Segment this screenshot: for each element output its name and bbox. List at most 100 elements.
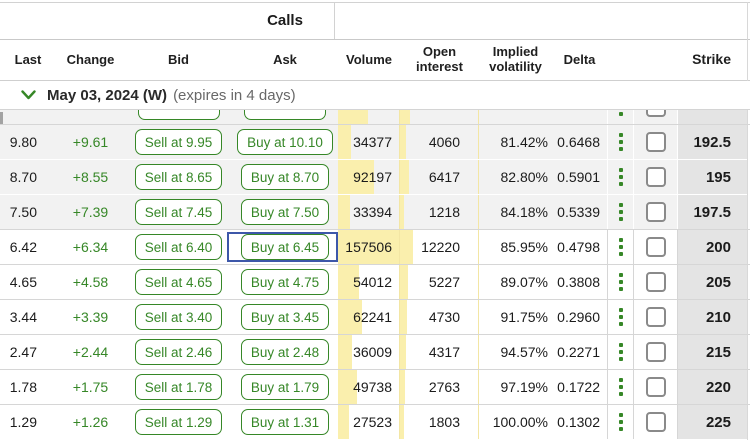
- strike-value: 200: [677, 230, 747, 264]
- row-checkbox[interactable]: [645, 132, 666, 152]
- change-value: +6.34: [72, 239, 109, 255]
- change-value: [56, 110, 125, 124]
- delta-value: 0.1302: [557, 414, 600, 430]
- kebab-menu-icon[interactable]: [618, 308, 623, 326]
- volume-value: 157506: [345, 239, 392, 255]
- row-menu-button[interactable]: [607, 110, 633, 124]
- ask-cell: [232, 110, 338, 124]
- row-menu-button[interactable]: [607, 195, 633, 229]
- sell-button[interactable]: Sell at 2.46: [134, 339, 223, 365]
- buy-button[interactable]: Buy at 8.70: [240, 164, 330, 190]
- row-menu-button[interactable]: [607, 370, 633, 404]
- row-checkbox[interactable]: [645, 202, 666, 222]
- open-interest-cell: 5227: [400, 265, 479, 299]
- volume-cell: 92197: [338, 160, 400, 194]
- row-menu-button[interactable]: [607, 160, 633, 194]
- row-checkbox[interactable]: [645, 307, 666, 327]
- volume-cell: 157506: [338, 230, 400, 264]
- checkbox-cell: [633, 405, 677, 439]
- bid-cell: Sell at 9.95: [125, 125, 232, 159]
- buy-button[interactable]: Buy at 6.45: [240, 234, 330, 260]
- sell-button[interactable]: Sell at 4.65: [134, 269, 223, 295]
- option-row: 4.65 +4.58 Sell at 4.65 Buy at 4.75 5401…: [0, 264, 750, 299]
- expiration-date-label: May 03, 2024 (W): [47, 86, 168, 104]
- column-header-implied-volatility: Implied volatility: [489, 44, 542, 74]
- kebab-menu-icon[interactable]: [618, 203, 623, 221]
- scrollbar-thumb[interactable]: [0, 112, 3, 124]
- row-checkbox[interactable]: [645, 272, 666, 292]
- sell-button[interactable]: [137, 110, 220, 120]
- bid-cell: [125, 110, 232, 124]
- option-row: 2.47 +2.44 Sell at 2.46 Buy at 2.48 3600…: [0, 334, 750, 369]
- open-interest-cell: 1218: [400, 195, 479, 229]
- ask-cell: Buy at 7.50: [232, 195, 338, 229]
- option-row: 7.50 +7.39 Sell at 7.45 Buy at 7.50 3339…: [0, 194, 750, 229]
- row-menu-button[interactable]: [607, 405, 633, 439]
- ask-cell: Buy at 3.45: [232, 300, 338, 334]
- buy-button[interactable]: Buy at 1.79: [240, 374, 330, 400]
- ask-cell: Buy at 1.31: [232, 405, 338, 439]
- strike-value: 220: [677, 370, 747, 404]
- open-interest-value: 4317: [428, 344, 460, 360]
- bid-cell: Sell at 1.78: [125, 370, 232, 404]
- kebab-menu-icon[interactable]: [618, 168, 623, 186]
- strike-value: 192.5: [677, 125, 747, 159]
- row-checkbox[interactable]: [645, 412, 666, 432]
- row-checkbox[interactable]: [645, 110, 666, 117]
- kebab-menu-icon[interactable]: [618, 238, 623, 256]
- strike-value: 205: [677, 265, 747, 299]
- row-menu-button[interactable]: [607, 230, 633, 264]
- checkbox-cell: [633, 110, 677, 124]
- buy-button[interactable]: Buy at 3.45: [240, 304, 330, 330]
- sell-button[interactable]: Sell at 8.65: [134, 164, 223, 190]
- open-interest-bar: [400, 265, 408, 299]
- sell-button[interactable]: Sell at 1.78: [134, 374, 223, 400]
- sell-button[interactable]: Sell at 7.45: [134, 199, 223, 225]
- kebab-menu-icon[interactable]: [618, 273, 623, 291]
- column-header-delta: Delta: [563, 51, 596, 67]
- kebab-menu-icon[interactable]: [618, 343, 623, 361]
- change-value: +7.39: [72, 204, 109, 220]
- checkbox-cell: [633, 195, 677, 229]
- chevron-down-icon[interactable]: [21, 90, 36, 100]
- bid-cell: Sell at 2.46: [125, 335, 232, 369]
- column-header-row: Last Change Bid Ask Volume Open interest…: [0, 40, 750, 81]
- kebab-menu-icon[interactable]: [618, 133, 623, 151]
- buy-button[interactable]: Buy at 4.75: [240, 269, 330, 295]
- option-row: 1.78 +1.75 Sell at 1.78 Buy at 1.79 4973…: [0, 369, 750, 404]
- sell-button[interactable]: Sell at 1.29: [134, 409, 223, 435]
- row-checkbox[interactable]: [645, 342, 666, 362]
- open-interest-cell: [400, 110, 479, 124]
- open-interest-bar: [400, 110, 410, 124]
- row-menu-button[interactable]: [607, 335, 633, 369]
- row-menu-button[interactable]: [607, 125, 633, 159]
- delta-value: [552, 110, 607, 124]
- delta-value: 0.1722: [557, 379, 600, 395]
- sell-button[interactable]: Sell at 3.40: [134, 304, 223, 330]
- sell-button[interactable]: Sell at 6.40: [134, 234, 223, 260]
- volume-value: 49738: [353, 379, 392, 395]
- kebab-menu-icon[interactable]: [618, 413, 623, 431]
- change-value: +1.75: [72, 379, 109, 395]
- buy-button[interactable]: Buy at 2.48: [240, 339, 330, 365]
- volume-cell: [338, 110, 400, 124]
- column-header-volume: Volume: [346, 51, 392, 67]
- buy-button[interactable]: Buy at 10.10: [237, 129, 333, 155]
- row-menu-button[interactable]: [607, 300, 633, 334]
- volume-bar: [338, 230, 399, 264]
- row-checkbox[interactable]: [645, 377, 666, 397]
- buy-button[interactable]: Buy at 1.31: [240, 409, 330, 435]
- row-menu-button[interactable]: [607, 265, 633, 299]
- open-interest-bar: [400, 230, 413, 264]
- expiration-group-row[interactable]: May 03, 2024 (W) (expires in 4 days): [0, 81, 750, 110]
- volume-bar: [338, 110, 368, 124]
- sell-button[interactable]: Sell at 9.95: [134, 129, 223, 155]
- strike-value: 195: [677, 160, 747, 194]
- buy-button[interactable]: Buy at 7.50: [240, 199, 330, 225]
- kebab-menu-icon[interactable]: [618, 378, 623, 396]
- kebab-menu-icon[interactable]: [618, 110, 623, 116]
- row-checkbox[interactable]: [645, 237, 666, 257]
- buy-button[interactable]: [244, 110, 326, 120]
- open-interest-value: 4730: [428, 309, 460, 325]
- row-checkbox[interactable]: [645, 167, 666, 187]
